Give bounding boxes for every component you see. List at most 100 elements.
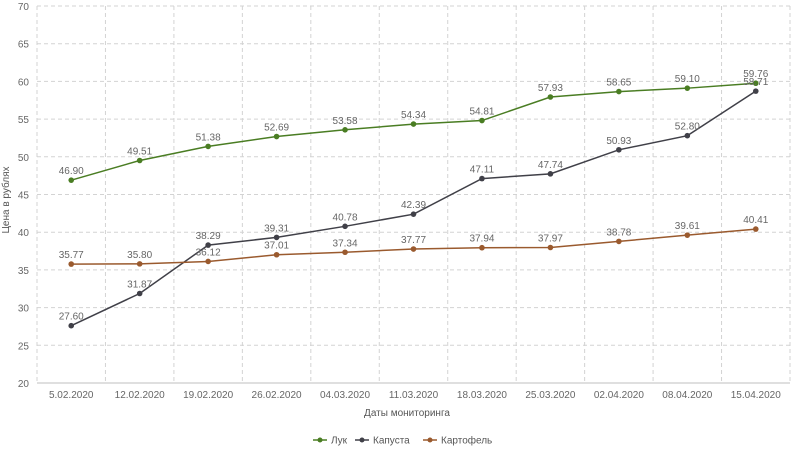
data-point xyxy=(616,88,622,95)
y-tick-label: 40 xyxy=(18,228,30,239)
data-labels: 46.90 49.51 51.38 52.69 53.58 54.34 54.81 57.93… xyxy=(59,69,769,322)
data-label: 39.61 xyxy=(675,221,700,232)
data-point xyxy=(684,132,691,139)
data-label: 35.77 xyxy=(59,250,84,261)
data-label: 53.58 xyxy=(333,116,358,127)
data-label: 31.87 xyxy=(127,280,152,291)
data-label: 58.71 xyxy=(743,77,768,88)
data-point xyxy=(410,211,417,217)
data-label: 37.01 xyxy=(264,241,289,252)
x-tick-label: 25.03.2020 xyxy=(525,390,575,401)
data-label: 38.78 xyxy=(606,227,631,238)
y-axis-title: Цена в рублях xyxy=(0,166,12,233)
y-tick-label: 30 xyxy=(18,304,30,315)
data-label: 46.90 xyxy=(59,166,84,177)
data-label: 40.78 xyxy=(333,212,358,223)
data-point xyxy=(273,251,280,258)
legend-marker xyxy=(427,437,433,443)
data-label: 54.34 xyxy=(401,110,426,121)
data-label: 51.38 xyxy=(196,132,221,143)
data-label: 37.94 xyxy=(469,234,494,245)
x-tick-label: 12.02.2020 xyxy=(115,390,165,401)
data-point xyxy=(616,238,622,245)
y-tick-label: 45 xyxy=(18,191,30,202)
data-point xyxy=(136,290,143,297)
y-tick-label: 55 xyxy=(18,115,30,126)
data-point xyxy=(205,242,211,248)
x-tick-label: 04.03.2020 xyxy=(320,390,370,401)
y-tick-label: 60 xyxy=(18,77,30,88)
data-point xyxy=(273,234,280,241)
data-point xyxy=(547,244,554,251)
data-label: 47.74 xyxy=(538,160,563,171)
data-point xyxy=(342,127,348,133)
data-point xyxy=(479,244,485,251)
data-label: 54.81 xyxy=(469,107,494,118)
data-label: 52.69 xyxy=(264,123,289,134)
data-point xyxy=(684,232,691,238)
data-label: 58.65 xyxy=(606,78,631,89)
x-tick-label: 18.03.2020 xyxy=(457,390,507,401)
data-label: 57.93 xyxy=(538,83,563,94)
axes: 20 25 30 35 40 45 50 55 60 65 70 5.02.2020 12.02.202… xyxy=(18,2,790,401)
data-label: 50.93 xyxy=(606,136,631,147)
y-tick-label: 20 xyxy=(18,379,30,390)
data-label: 37.34 xyxy=(333,238,358,249)
data-label: 47.11 xyxy=(470,165,495,176)
data-point xyxy=(479,175,485,182)
legend: Лук Капуста Картофель xyxy=(313,435,492,447)
data-label: 37.77 xyxy=(401,235,426,246)
legend-label: Картофель xyxy=(441,435,492,447)
data-point xyxy=(68,177,75,183)
data-point xyxy=(205,258,211,265)
data-label: 39.31 xyxy=(264,223,289,234)
x-tick-label: 11.03.2020 xyxy=(389,390,439,401)
data-point xyxy=(479,117,485,124)
legend-label: Лук xyxy=(331,436,348,447)
data-label: 40.41 xyxy=(743,215,768,226)
x-axis-title: Даты мониторинга xyxy=(364,408,450,419)
x-tick-label: 26.02.2020 xyxy=(252,390,302,401)
data-label: 59.76 xyxy=(743,69,768,80)
x-tick-label: 5.02.2020 xyxy=(49,390,94,401)
legend-label: Капуста xyxy=(373,436,410,447)
data-label: 27.60 xyxy=(59,312,84,323)
y-tick-label: 70 xyxy=(18,2,30,13)
y-tick-label: 35 xyxy=(18,266,30,277)
y-tick-label: 65 xyxy=(18,40,30,51)
y-tick-label: 50 xyxy=(18,153,30,164)
data-point xyxy=(136,157,143,164)
data-point xyxy=(616,146,622,153)
data-label: 42.39 xyxy=(401,200,426,211)
data-label: 37.97 xyxy=(538,234,563,245)
x-tick-label: 19.02.2020 xyxy=(183,390,233,401)
grid-lines xyxy=(36,5,791,383)
data-point xyxy=(752,80,759,87)
data-point xyxy=(273,133,280,140)
data-point xyxy=(547,94,554,100)
data-point xyxy=(342,249,348,256)
data-point xyxy=(136,261,143,267)
data-point xyxy=(410,246,417,252)
data-point xyxy=(547,171,554,177)
x-tick-label: 15.04.2020 xyxy=(731,390,781,401)
data-point xyxy=(342,223,348,230)
series-points xyxy=(68,80,759,329)
data-label: 35.80 xyxy=(127,250,152,261)
data-point xyxy=(205,143,211,150)
data-point xyxy=(410,121,417,127)
data-point xyxy=(752,226,759,232)
legend-marker xyxy=(359,437,365,443)
x-tick-label: 08.04.2020 xyxy=(662,390,712,401)
data-label: 38.29 xyxy=(196,231,221,242)
data-label: 59.10 xyxy=(675,74,700,85)
data-label: 36.12 xyxy=(196,247,221,258)
data-point xyxy=(68,261,75,267)
data-point xyxy=(684,85,691,91)
data-label: 49.51 xyxy=(127,146,152,157)
x-tick-label: 02.04.2020 xyxy=(594,390,644,401)
data-point xyxy=(752,88,759,94)
data-label: 52.80 xyxy=(675,122,700,133)
data-point xyxy=(68,322,75,329)
